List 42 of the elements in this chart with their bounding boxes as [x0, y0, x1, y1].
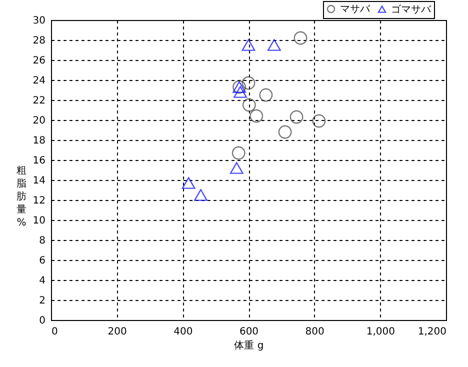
y-tick-label: 14: [32, 176, 46, 186]
point: [232, 146, 246, 160]
point: [242, 76, 256, 90]
point: [250, 109, 264, 123]
point: [294, 31, 308, 45]
x-tick-label: 400: [174, 326, 193, 338]
point: [230, 162, 244, 174]
x-axis-title: 体重 g: [234, 340, 264, 352]
point: [267, 39, 281, 51]
y-tick-label: 24: [32, 76, 46, 86]
y-axis-title: 粗脂肪量%: [16, 166, 26, 228]
y-tick-label: 26: [32, 56, 46, 66]
x-tick-label: 1,200: [418, 326, 446, 338]
legend-label: ゴマサバ: [391, 3, 432, 16]
point: [290, 110, 304, 124]
y-tick-label: 2: [39, 296, 46, 306]
y-tick-label: 6: [39, 256, 46, 266]
x-tick-label: 0: [52, 326, 58, 338]
point: [242, 98, 256, 112]
y-tick-label: 4: [39, 276, 46, 286]
y-tick-label: 0: [39, 316, 46, 326]
legend-label: マサバ: [340, 4, 371, 16]
y-tick-label: 20: [32, 116, 46, 126]
y-tick-label: 12: [32, 196, 46, 206]
y-tick-label: 8: [39, 236, 46, 246]
point: [259, 88, 273, 102]
y-tick-label: 22: [32, 96, 46, 106]
point: [234, 86, 247, 98]
y-tick-label: 10: [32, 216, 46, 226]
x-tick-label: 1,000: [366, 326, 395, 338]
x-tick-label: 600: [239, 326, 259, 338]
x-tick-label: 800: [305, 326, 324, 338]
point: [182, 177, 196, 189]
point: [194, 189, 208, 201]
y-tick-label: 28: [32, 36, 46, 46]
y-tick-label: 16: [32, 156, 46, 166]
point: [312, 114, 326, 128]
point: [242, 39, 256, 51]
y-tick-label: 18: [32, 136, 46, 146]
point: [278, 125, 292, 139]
y-tick-label: 30: [32, 16, 46, 26]
x-tick-label: 200: [108, 326, 127, 338]
